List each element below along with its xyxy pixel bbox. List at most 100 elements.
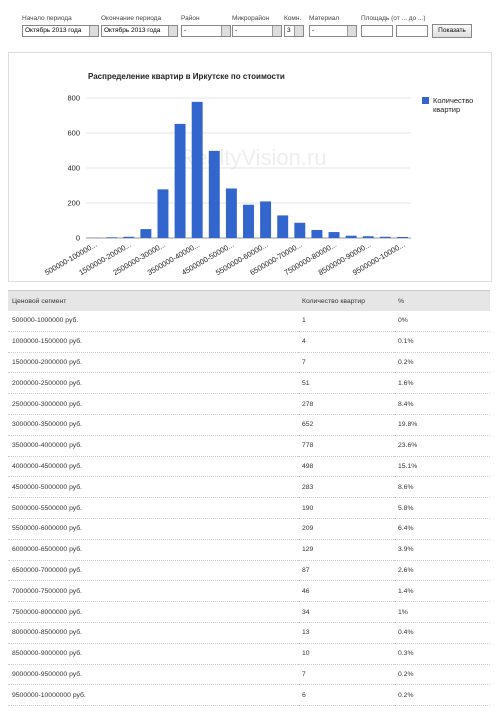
header-row: Ценовой сегмент Количество квартир%: [8, 290, 490, 311]
table-cell: 9500000-10000000 руб.: [8, 684, 298, 707]
table-row: 9500000-10000000 руб. 6 0.2%: [8, 684, 490, 707]
table-cell: 6.4%: [394, 518, 490, 540]
table-row: 8500000-9000000 руб. 10 0.3%: [8, 643, 490, 665]
table-cell: 4500000-5000000 руб.: [8, 476, 298, 499]
bar: [379, 236, 391, 238]
table-cell: 498: [298, 456, 394, 478]
table-row: 1500000-2000000 руб. 7 0.2%: [8, 352, 490, 374]
table-row: 7500000-8000000 руб. 34 1%: [8, 601, 490, 623]
area-from[interactable]: [361, 25, 393, 37]
table-cell: 6000000-6500000 руб.: [8, 539, 298, 561]
filter-select[interactable]: -: [181, 25, 231, 37]
header-cell: Ценовой сегмент: [8, 290, 298, 311]
table-cell: 13: [298, 622, 394, 644]
filter-select[interactable]: -: [309, 25, 357, 37]
table-cell: 0.3%: [394, 643, 490, 665]
bar: [174, 123, 186, 238]
bar: [260, 201, 272, 238]
table-cell: 3000000-3500000 руб.: [8, 414, 298, 436]
filter-label: Начало периода: [22, 15, 72, 22]
table-cell: 500000-1000000 руб.: [8, 311, 298, 332]
table-cell: 0.4%: [394, 622, 490, 644]
bar: [208, 150, 220, 238]
table-row: 500000-1000000 руб. 1 0%: [8, 311, 490, 332]
table-row: 7000000-7500000 руб. 46 1.4%: [8, 580, 490, 603]
filter-select[interactable]: 3: [284, 25, 304, 37]
filter-label: Комн.: [284, 15, 302, 22]
filter-label: Район: [181, 15, 200, 22]
table-cell: 1%: [394, 601, 490, 623]
table-cell: 4000000-4500000 руб.: [8, 456, 298, 478]
table-row: 1000000-1500000 руб. 4 0.1%: [8, 331, 490, 353]
filter-label: Микрорайон: [232, 15, 270, 22]
table-cell: 8000000-8500000 руб.: [8, 622, 298, 644]
table-cell: 2000000-2500000 руб.: [8, 372, 298, 395]
table-cell: 1000000-1500000 руб.: [8, 331, 298, 353]
filter-select[interactable]: -: [232, 25, 282, 37]
table-row: 4500000-5000000 руб. 283 8.6%: [8, 476, 490, 499]
table-row: 4000000-4500000 руб. 498 15.1%: [8, 456, 490, 478]
area-label: Площадь (от ... до ...): [361, 15, 426, 22]
table-row: 3500000-4000000 руб. 778 23.6%: [8, 435, 490, 457]
table-cell: 1500000-2000000 руб.: [8, 352, 298, 374]
chart-panel: Распределение квартир в Иркутске по стои…: [8, 52, 492, 282]
table-cell: 10: [298, 643, 394, 665]
table-cell: 0.2%: [394, 352, 490, 374]
filter-select[interactable]: Октябрь 2013 года: [22, 25, 99, 37]
table-cell: 1: [298, 311, 394, 332]
table-cell: 652: [298, 414, 394, 436]
bar: [294, 222, 306, 238]
bar: [396, 236, 408, 238]
table-cell: 23.6%: [394, 435, 490, 457]
table-cell: 46: [298, 580, 394, 603]
table-cell: 2.6%: [394, 560, 490, 582]
legend-label: Количество квартир: [433, 96, 473, 114]
table-cell: 15.1%: [394, 456, 490, 478]
submit-button[interactable]: Показать: [432, 24, 472, 38]
bar: [328, 232, 340, 238]
table-cell: 9000000-9500000 руб.: [8, 664, 298, 686]
table-cell: 209: [298, 518, 394, 540]
table-cell: 7: [298, 664, 394, 686]
table-cell: 1.4%: [394, 580, 490, 603]
table-cell: 6: [298, 684, 394, 707]
table-cell: 3500000-4000000 руб.: [8, 435, 298, 457]
bar: [362, 236, 374, 238]
table-cell: 87: [298, 560, 394, 582]
table-cell: 4: [298, 331, 394, 353]
data-table: Ценовой сегмент Количество квартир% 500000…: [8, 290, 490, 707]
bar: [225, 188, 237, 238]
y-tick-label: 800: [67, 94, 80, 103]
filter-label: Окончание периода: [101, 15, 162, 22]
bar: [106, 237, 118, 238]
bar: [191, 101, 203, 238]
table-row: 9000000-9500000 руб. 7 0.2%: [8, 664, 490, 686]
bar: [277, 215, 289, 238]
table-cell: 51: [298, 372, 394, 395]
area-to[interactable]: [396, 25, 428, 37]
table-cell: 5000000-5500000 руб.: [8, 497, 298, 519]
table-cell: 0.2%: [394, 684, 490, 707]
header-cell: Количество квартир: [298, 290, 394, 311]
bar: [345, 235, 357, 238]
filter-select[interactable]: Октябрь 2013 года: [101, 25, 178, 37]
watermark: RealtyVision.ru: [179, 145, 327, 170]
filter-label: Материал: [309, 15, 340, 22]
table-row: 3000000-3500000 руб. 652 19.8%: [8, 414, 490, 436]
table-cell: 278: [298, 393, 394, 415]
table-cell: 778: [298, 435, 394, 457]
table-cell: 190: [298, 497, 394, 519]
table-cell: 34: [298, 601, 394, 623]
table-cell: 8.4%: [394, 393, 490, 415]
table-cell: 19.8%: [394, 414, 490, 436]
table-cell: 3.9%: [394, 539, 490, 561]
table-row: 2500000-3000000 руб. 278 8.4%: [8, 393, 490, 415]
table-cell: 0.2%: [394, 664, 490, 686]
table-cell: 7500000-8000000 руб.: [8, 601, 298, 623]
table-cell: 8.6%: [394, 476, 490, 499]
bar: [243, 204, 254, 238]
bar: [140, 229, 152, 238]
bar: [157, 189, 169, 238]
y-tick-label: 400: [67, 164, 80, 173]
